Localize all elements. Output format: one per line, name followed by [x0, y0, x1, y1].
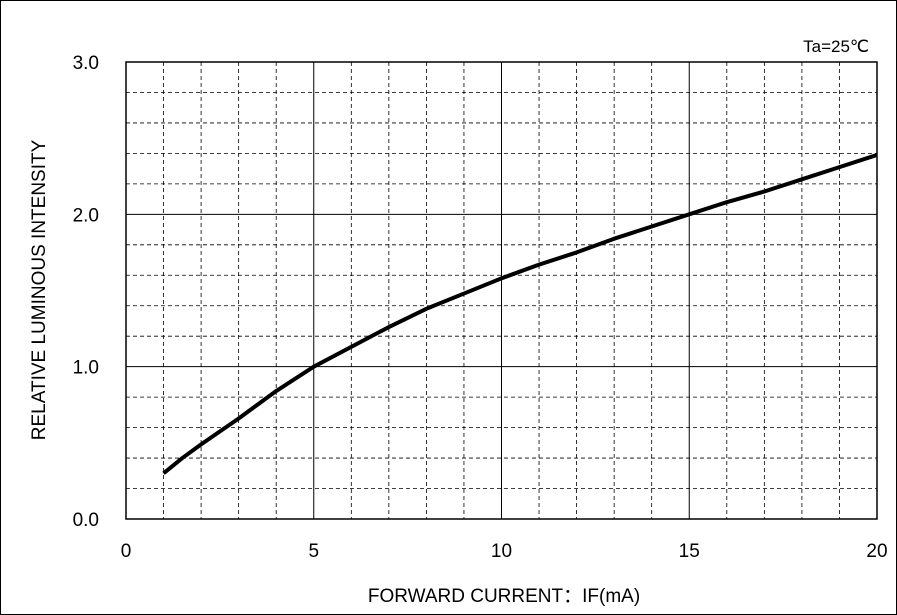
y-tick-label: 3.0 [73, 53, 99, 74]
x-tick-label: 20 [866, 541, 887, 562]
x-tick-label: 10 [491, 541, 512, 562]
luminous-intensity-curve [162, 153, 878, 475]
plot-frame [125, 61, 878, 520]
y-tick-label: 0.0 [73, 510, 99, 531]
x-axis-ticks: 0 5 10 15 20 [121, 541, 888, 562]
major-grid [126, 62, 877, 519]
x-axis-title: FORWARD CURRENT：IF(mA) [368, 586, 640, 607]
x-tick-label: 0 [121, 541, 132, 562]
x-tick-label: 5 [308, 541, 319, 562]
temperature-annotation: Ta=25℃ [803, 37, 869, 56]
y-axis-ticks: 0.0 1.0 2.0 3.0 [73, 53, 99, 531]
y-tick-label: 1.0 [73, 358, 99, 379]
y-tick-label: 2.0 [73, 205, 99, 226]
minor-grid [126, 62, 877, 519]
y-axis-title: RELATIVE LUMINOUS INTENSITY [29, 139, 50, 440]
x-tick-label: 15 [679, 541, 700, 562]
series-layer [162, 153, 878, 475]
